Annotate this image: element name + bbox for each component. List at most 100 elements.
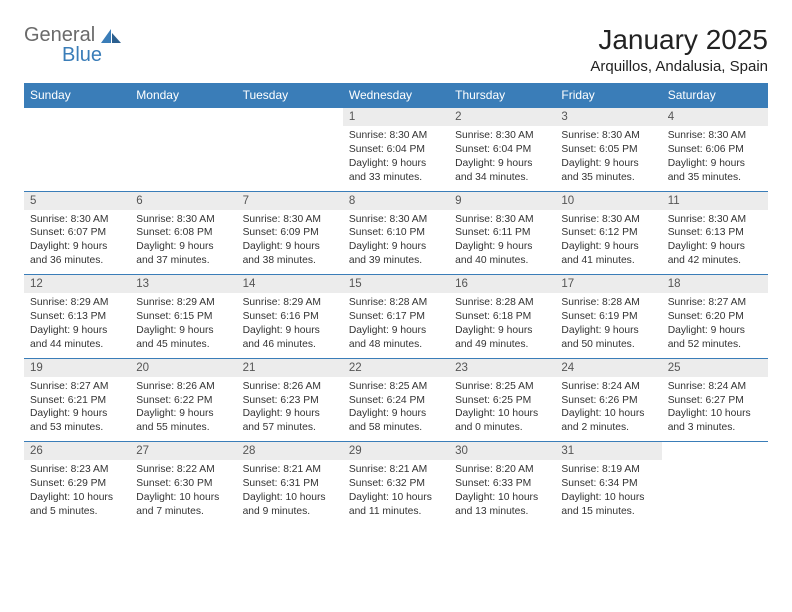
sunrise-line: Sunrise: 8:27 AM xyxy=(668,296,762,310)
sunrise-line: Sunrise: 8:21 AM xyxy=(243,463,337,477)
day-detail-cell: Sunrise: 8:20 AMSunset: 6:33 PMDaylight:… xyxy=(449,460,555,525)
daylight-line: Daylight: 9 hours and 35 minutes. xyxy=(561,157,655,185)
day-number-cell: 31 xyxy=(555,442,661,461)
day-number-cell: 16 xyxy=(449,275,555,294)
sunrise-line: Sunrise: 8:30 AM xyxy=(668,129,762,143)
sunset-line: Sunset: 6:11 PM xyxy=(455,226,549,240)
day-detail-cell: Sunrise: 8:30 AMSunset: 6:10 PMDaylight:… xyxy=(343,210,449,275)
sunset-line: Sunset: 6:30 PM xyxy=(136,477,230,491)
day-header: Thursday xyxy=(449,83,555,108)
day-detail-cell: Sunrise: 8:25 AMSunset: 6:24 PMDaylight:… xyxy=(343,377,449,442)
sunrise-line: Sunrise: 8:25 AM xyxy=(349,380,443,394)
sunrise-line: Sunrise: 8:20 AM xyxy=(455,463,549,477)
day-detail-cell: Sunrise: 8:24 AMSunset: 6:27 PMDaylight:… xyxy=(662,377,768,442)
sunset-line: Sunset: 6:13 PM xyxy=(668,226,762,240)
day-number-cell: 20 xyxy=(130,358,236,377)
week-daynum-row: 12131415161718 xyxy=(24,275,768,294)
calendar-table: SundayMondayTuesdayWednesdayThursdayFrid… xyxy=(24,83,768,525)
daylight-line: Daylight: 9 hours and 36 minutes. xyxy=(30,240,124,268)
daylight-line: Daylight: 10 hours and 11 minutes. xyxy=(349,491,443,519)
day-detail-cell: Sunrise: 8:30 AMSunset: 6:09 PMDaylight:… xyxy=(237,210,343,275)
day-detail-cell: Sunrise: 8:30 AMSunset: 6:04 PMDaylight:… xyxy=(449,126,555,191)
day-number-cell: 17 xyxy=(555,275,661,294)
daylight-line: Daylight: 10 hours and 7 minutes. xyxy=(136,491,230,519)
day-detail-cell: Sunrise: 8:22 AMSunset: 6:30 PMDaylight:… xyxy=(130,460,236,525)
brand-text-2: Blue xyxy=(62,44,102,67)
day-number-cell xyxy=(130,108,236,127)
day-number-cell: 29 xyxy=(343,442,449,461)
daylight-line: Daylight: 10 hours and 5 minutes. xyxy=(30,491,124,519)
daylight-line: Daylight: 9 hours and 33 minutes. xyxy=(349,157,443,185)
day-detail-cell: Sunrise: 8:30 AMSunset: 6:07 PMDaylight:… xyxy=(24,210,130,275)
day-number-cell: 6 xyxy=(130,191,236,210)
daylight-line: Daylight: 10 hours and 2 minutes. xyxy=(561,407,655,435)
day-number-cell: 18 xyxy=(662,275,768,294)
sunset-line: Sunset: 6:27 PM xyxy=(668,394,762,408)
daylight-line: Daylight: 9 hours and 41 minutes. xyxy=(561,240,655,268)
day-number-cell: 22 xyxy=(343,358,449,377)
sunset-line: Sunset: 6:31 PM xyxy=(243,477,337,491)
sunrise-line: Sunrise: 8:28 AM xyxy=(455,296,549,310)
page-header: General Blue January 2025 Arquillos, And… xyxy=(24,24,768,75)
day-detail-cell: Sunrise: 8:29 AMSunset: 6:13 PMDaylight:… xyxy=(24,293,130,358)
day-detail-cell: Sunrise: 8:27 AMSunset: 6:20 PMDaylight:… xyxy=(662,293,768,358)
sunrise-line: Sunrise: 8:21 AM xyxy=(349,463,443,477)
sunrise-line: Sunrise: 8:27 AM xyxy=(30,380,124,394)
sunrise-line: Sunrise: 8:30 AM xyxy=(668,213,762,227)
day-number-cell: 8 xyxy=(343,191,449,210)
sunset-line: Sunset: 6:21 PM xyxy=(30,394,124,408)
day-detail-cell: Sunrise: 8:26 AMSunset: 6:22 PMDaylight:… xyxy=(130,377,236,442)
day-detail-cell: Sunrise: 8:29 AMSunset: 6:16 PMDaylight:… xyxy=(237,293,343,358)
title-block: January 2025 Arquillos, Andalusia, Spain xyxy=(590,24,768,75)
calendar-body: 1234Sunrise: 8:30 AMSunset: 6:04 PMDayli… xyxy=(24,108,768,525)
day-number-cell: 10 xyxy=(555,191,661,210)
location-subtitle: Arquillos, Andalusia, Spain xyxy=(590,58,768,75)
sunrise-line: Sunrise: 8:24 AM xyxy=(668,380,762,394)
day-number-cell: 2 xyxy=(449,108,555,127)
daylight-line: Daylight: 9 hours and 46 minutes. xyxy=(243,324,337,352)
sunrise-line: Sunrise: 8:26 AM xyxy=(136,380,230,394)
week-detail-row: Sunrise: 8:23 AMSunset: 6:29 PMDaylight:… xyxy=(24,460,768,525)
day-header: Saturday xyxy=(662,83,768,108)
day-detail-cell: Sunrise: 8:24 AMSunset: 6:26 PMDaylight:… xyxy=(555,377,661,442)
sunset-line: Sunset: 6:18 PM xyxy=(455,310,549,324)
daylight-line: Daylight: 9 hours and 53 minutes. xyxy=(30,407,124,435)
day-detail-cell: Sunrise: 8:28 AMSunset: 6:18 PMDaylight:… xyxy=(449,293,555,358)
sunset-line: Sunset: 6:12 PM xyxy=(561,226,655,240)
daylight-line: Daylight: 9 hours and 50 minutes. xyxy=(561,324,655,352)
day-number-cell: 30 xyxy=(449,442,555,461)
day-number-cell: 7 xyxy=(237,191,343,210)
daylight-line: Daylight: 9 hours and 58 minutes. xyxy=(349,407,443,435)
day-number-cell: 5 xyxy=(24,191,130,210)
day-detail-cell: Sunrise: 8:30 AMSunset: 6:05 PMDaylight:… xyxy=(555,126,661,191)
sunrise-line: Sunrise: 8:30 AM xyxy=(136,213,230,227)
sunset-line: Sunset: 6:25 PM xyxy=(455,394,549,408)
sunrise-line: Sunrise: 8:30 AM xyxy=(455,129,549,143)
sunset-line: Sunset: 6:07 PM xyxy=(30,226,124,240)
daylight-line: Daylight: 9 hours and 55 minutes. xyxy=(136,407,230,435)
sunrise-line: Sunrise: 8:28 AM xyxy=(349,296,443,310)
sunrise-line: Sunrise: 8:30 AM xyxy=(349,213,443,227)
day-number-cell: 24 xyxy=(555,358,661,377)
sunset-line: Sunset: 6:06 PM xyxy=(668,143,762,157)
daylight-line: Daylight: 9 hours and 38 minutes. xyxy=(243,240,337,268)
day-header: Tuesday xyxy=(237,83,343,108)
sunset-line: Sunset: 6:24 PM xyxy=(349,394,443,408)
daylight-line: Daylight: 10 hours and 0 minutes. xyxy=(455,407,549,435)
day-number-cell xyxy=(24,108,130,127)
sunset-line: Sunset: 6:34 PM xyxy=(561,477,655,491)
day-detail-cell: Sunrise: 8:29 AMSunset: 6:15 PMDaylight:… xyxy=(130,293,236,358)
day-number-cell: 27 xyxy=(130,442,236,461)
sunset-line: Sunset: 6:33 PM xyxy=(455,477,549,491)
day-detail-cell: Sunrise: 8:21 AMSunset: 6:32 PMDaylight:… xyxy=(343,460,449,525)
sunset-line: Sunset: 6:04 PM xyxy=(455,143,549,157)
sunset-line: Sunset: 6:20 PM xyxy=(668,310,762,324)
sunrise-line: Sunrise: 8:28 AM xyxy=(561,296,655,310)
day-detail-cell: Sunrise: 8:26 AMSunset: 6:23 PMDaylight:… xyxy=(237,377,343,442)
sunrise-line: Sunrise: 8:25 AM xyxy=(455,380,549,394)
week-daynum-row: 19202122232425 xyxy=(24,358,768,377)
sunrise-line: Sunrise: 8:29 AM xyxy=(30,296,124,310)
week-detail-row: Sunrise: 8:27 AMSunset: 6:21 PMDaylight:… xyxy=(24,377,768,442)
day-header: Friday xyxy=(555,83,661,108)
daylight-line: Daylight: 9 hours and 40 minutes. xyxy=(455,240,549,268)
